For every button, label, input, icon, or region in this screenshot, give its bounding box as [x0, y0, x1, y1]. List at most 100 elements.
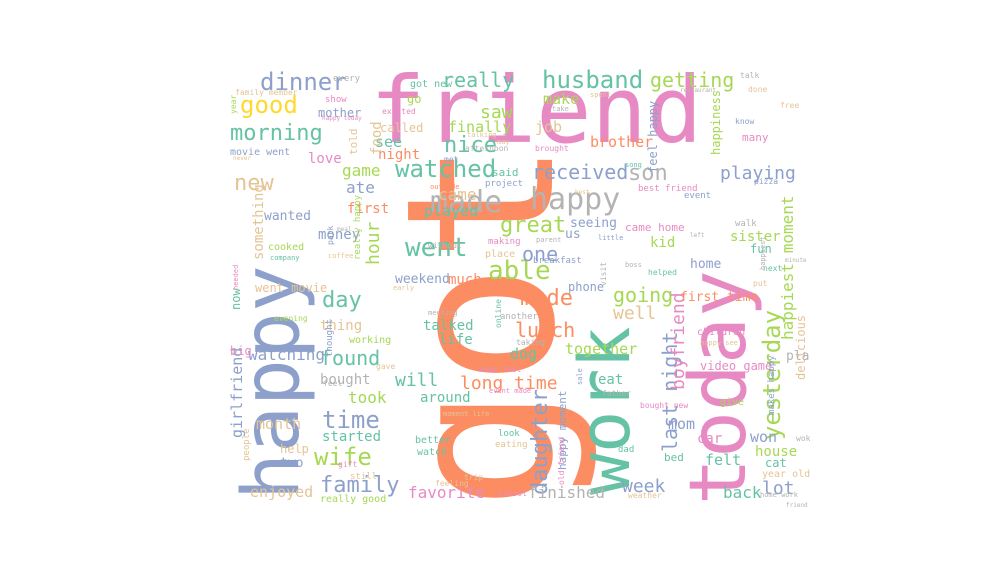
word-cloud-word: father	[602, 389, 631, 398]
word-cloud-word: video game	[700, 359, 773, 373]
word-cloud-word: needed	[232, 264, 240, 290]
word-cloud-word: now	[230, 288, 243, 310]
word-cloud-word: watched	[395, 155, 497, 183]
word-cloud-word: received	[532, 160, 629, 184]
word-cloud-word: old friend	[557, 436, 566, 485]
word-cloud-word: came	[438, 185, 477, 204]
word-cloud-word: sale	[576, 368, 584, 385]
word-cloud-word: life	[439, 332, 473, 348]
word-cloud-word: made	[520, 286, 573, 311]
word-cloud-word: place	[485, 249, 516, 260]
word-cloud-word: playing	[720, 163, 796, 184]
word-cloud-word: started	[322, 429, 382, 445]
word-cloud-word: put	[753, 279, 768, 288]
word-cloud-word: today	[674, 270, 764, 505]
word-cloud-word: long time	[460, 373, 558, 394]
word-cloud-word: went	[405, 233, 468, 263]
word-cloud-word: really	[442, 68, 515, 92]
word-cloud-word: go	[407, 92, 422, 106]
word-cloud-word: well	[613, 303, 657, 324]
word-cloud-word: feeling	[435, 479, 469, 488]
word-cloud-word: watching	[248, 345, 326, 364]
word-cloud-word: big	[230, 344, 252, 358]
word-cloud-word: happiness	[709, 89, 723, 155]
word-cloud-word: got new	[410, 79, 453, 90]
word-cloud-word: eating	[495, 440, 528, 450]
word-cloud-word: give	[720, 397, 745, 408]
word-cloud-word: bought new	[640, 401, 689, 410]
word-cloud-word: brought	[535, 144, 569, 153]
word-cloud-word: one	[522, 242, 559, 266]
word-cloud-word: good	[240, 91, 298, 119]
word-cloud-word: making	[488, 237, 521, 247]
word-cloud-word: love	[308, 151, 342, 167]
word-cloud-word: gift	[338, 460, 358, 469]
word-cloud-word: girlfriend	[230, 347, 246, 438]
word-cloud-word: play	[786, 349, 810, 364]
word-cloud-word: weekend	[395, 272, 450, 287]
word-cloud-word: day	[322, 288, 362, 313]
word-cloud-word: job	[535, 118, 563, 136]
word-cloud-word: project	[485, 179, 523, 189]
word-cloud-word: look	[498, 429, 520, 439]
word-cloud-word: walk	[735, 219, 757, 229]
word-cloud-word: free	[780, 101, 800, 110]
word-cloud-word: dog	[510, 345, 538, 363]
word-cloud-word: gave	[376, 362, 396, 371]
word-cloud-word: helped	[648, 268, 677, 277]
word-cloud-word: show	[325, 95, 347, 105]
word-cloud-word: happy today	[322, 115, 362, 122]
word-cloud-word: house	[755, 444, 798, 460]
word-cloud-word: finally	[448, 118, 512, 136]
word-cloud-word: meal	[337, 226, 352, 233]
word-cloud-word: came home	[625, 221, 685, 234]
word-cloud-word: parent	[536, 236, 562, 244]
word-cloud-word: afternoon	[465, 144, 509, 153]
word-cloud-word: first	[347, 201, 390, 217]
word-cloud-word: without	[428, 241, 462, 250]
word-cloud-word: know	[735, 117, 755, 126]
word-cloud-word: event made	[489, 387, 532, 395]
word-cloud-word: next	[763, 264, 783, 273]
word-cloud-word: night	[378, 147, 421, 163]
word-cloud-word: great	[500, 213, 567, 238]
word-cloud-word: help	[280, 442, 309, 456]
word-cloud-word: dad	[618, 445, 635, 455]
word-cloud-word: delicious	[794, 314, 808, 380]
word-cloud-word: bought	[320, 372, 371, 388]
word-cloud-word: thought	[325, 319, 335, 357]
word-cloud-word: went movie	[255, 281, 328, 295]
word-cloud-word: makes happy	[767, 355, 777, 415]
word-cloud-word: took	[348, 388, 387, 407]
word-cloud-word: sister	[730, 229, 781, 245]
word-cloud-word: company	[270, 254, 300, 262]
word-cloud-word: ate	[346, 178, 375, 197]
word-cloud-word: happiest	[759, 236, 767, 270]
word-cloud-word: game	[342, 161, 381, 180]
word-cloud-word: movie went	[230, 147, 291, 158]
word-cloud-word: played	[424, 202, 479, 220]
word-cloud-word: husband	[542, 66, 644, 94]
word-cloud-word: lot	[762, 478, 795, 499]
word-cloud-word: said	[492, 166, 519, 179]
word-cloud-word: boss	[625, 261, 642, 269]
word-cloud-word: breakfast	[533, 256, 582, 266]
word-cloud-word: will	[395, 370, 439, 391]
word-cloud-word: week	[622, 476, 666, 497]
word-cloud-word: car	[697, 431, 723, 447]
word-cloud-word: feel happy	[646, 100, 660, 173]
word-cloud-word: something	[251, 184, 267, 260]
word-cloud-word: going	[613, 283, 674, 307]
word-cloud-word: moment life	[443, 410, 490, 418]
word-cloud-word: little	[598, 234, 624, 242]
word-cloud-word: may	[497, 138, 510, 146]
word-cloud-word: mom	[668, 415, 696, 433]
word-cloud-word: back	[723, 483, 762, 502]
word-cloud-word: still	[350, 472, 378, 482]
word-cloud-word: song	[625, 161, 642, 169]
word-cloud-word: feel	[323, 379, 343, 388]
word-cloud-word: woke	[796, 434, 810, 443]
word-cloud-word: money	[318, 227, 361, 243]
word-cloud-word: dinner	[260, 68, 347, 96]
